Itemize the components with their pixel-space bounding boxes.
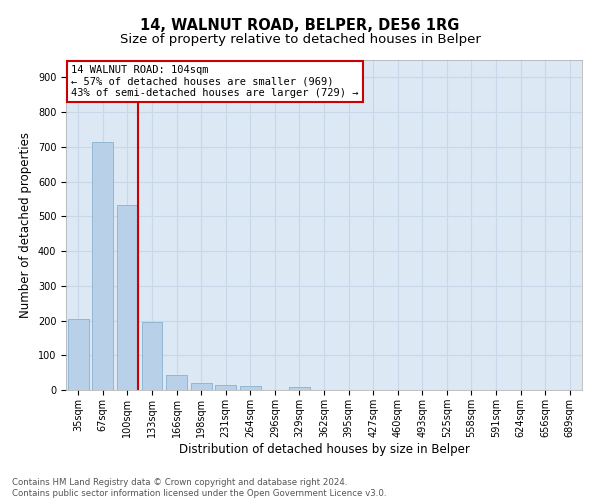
Bar [166, 374, 187, 390]
Bar [68, 320, 89, 390]
Bar [117, 204, 138, 390]
Y-axis label: Number of detached properties: Number of detached properties [19, 132, 32, 318]
Bar [215, 385, 236, 390]
Bar [240, 386, 261, 390]
Text: Contains HM Land Registry data © Crown copyright and database right 2024.
Contai: Contains HM Land Registry data © Crown c… [12, 478, 386, 498]
Bar [289, 386, 310, 390]
Text: 14 WALNUT ROAD: 104sqm
← 57% of detached houses are smaller (969)
43% of semi-de: 14 WALNUT ROAD: 104sqm ← 57% of detached… [71, 65, 359, 98]
Bar [92, 142, 113, 390]
Text: 14, WALNUT ROAD, BELPER, DE56 1RG: 14, WALNUT ROAD, BELPER, DE56 1RG [140, 18, 460, 32]
Bar [142, 322, 163, 390]
X-axis label: Distribution of detached houses by size in Belper: Distribution of detached houses by size … [179, 442, 469, 456]
Text: Size of property relative to detached houses in Belper: Size of property relative to detached ho… [119, 32, 481, 46]
Bar [191, 383, 212, 390]
